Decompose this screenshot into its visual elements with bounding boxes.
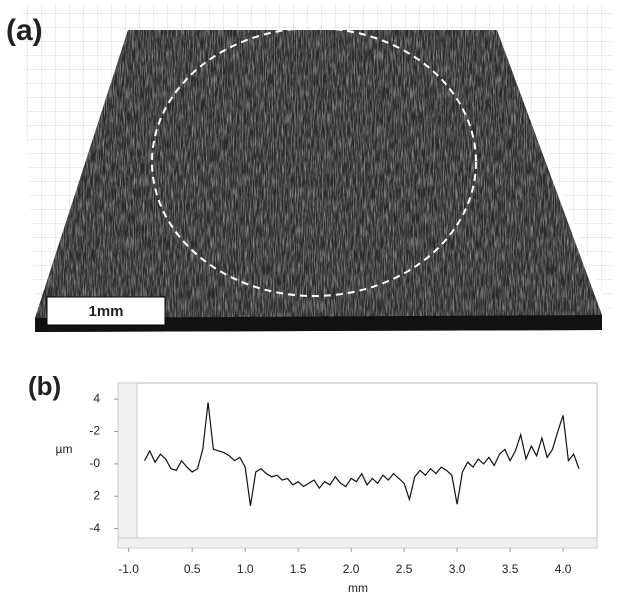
- y-tick-label: 2: [93, 488, 100, 502]
- panel-label: (b): [28, 371, 61, 401]
- x-tick-label: 2.5: [396, 562, 413, 576]
- x-tick-label: 3.5: [502, 562, 519, 576]
- grid-wall: [497, 5, 612, 318]
- scroll-bar: [117, 382, 138, 549]
- y-tick-label: 4: [93, 391, 100, 405]
- scale-bar: [46, 296, 166, 326]
- x-tick-label: 0.5: [184, 562, 201, 576]
- surface-texture: [35, 30, 602, 332]
- y-tick-label: -2: [89, 424, 100, 438]
- grid-wall: [22, 5, 130, 318]
- y-tick-label: -4: [89, 521, 100, 535]
- surface-view: 1mm (a): [6, 5, 612, 332]
- plot-frame: [117, 382, 598, 549]
- grid-wall: [130, 5, 497, 30]
- profile-line: [143, 402, 580, 507]
- x-tick-label: 4.0: [555, 562, 572, 576]
- x-tick-label: 1.0: [237, 562, 254, 576]
- x-tick-label: -1.0: [118, 562, 139, 576]
- region-outline: [151, 27, 477, 297]
- y-tick-label: -0: [89, 456, 100, 470]
- x-tick-label: 1.5: [290, 562, 307, 576]
- y-axis-label: µm: [56, 442, 73, 456]
- panel-label: (a): [6, 14, 43, 47]
- x-axis-label: mm: [348, 581, 368, 595]
- surface-edge: [35, 315, 602, 332]
- x-tick-label: 3.0: [449, 562, 466, 576]
- scale-bar-label: 1mm: [88, 303, 123, 320]
- x-tick-label: 2.0: [343, 562, 360, 576]
- scroll-bar: [117, 537, 598, 549]
